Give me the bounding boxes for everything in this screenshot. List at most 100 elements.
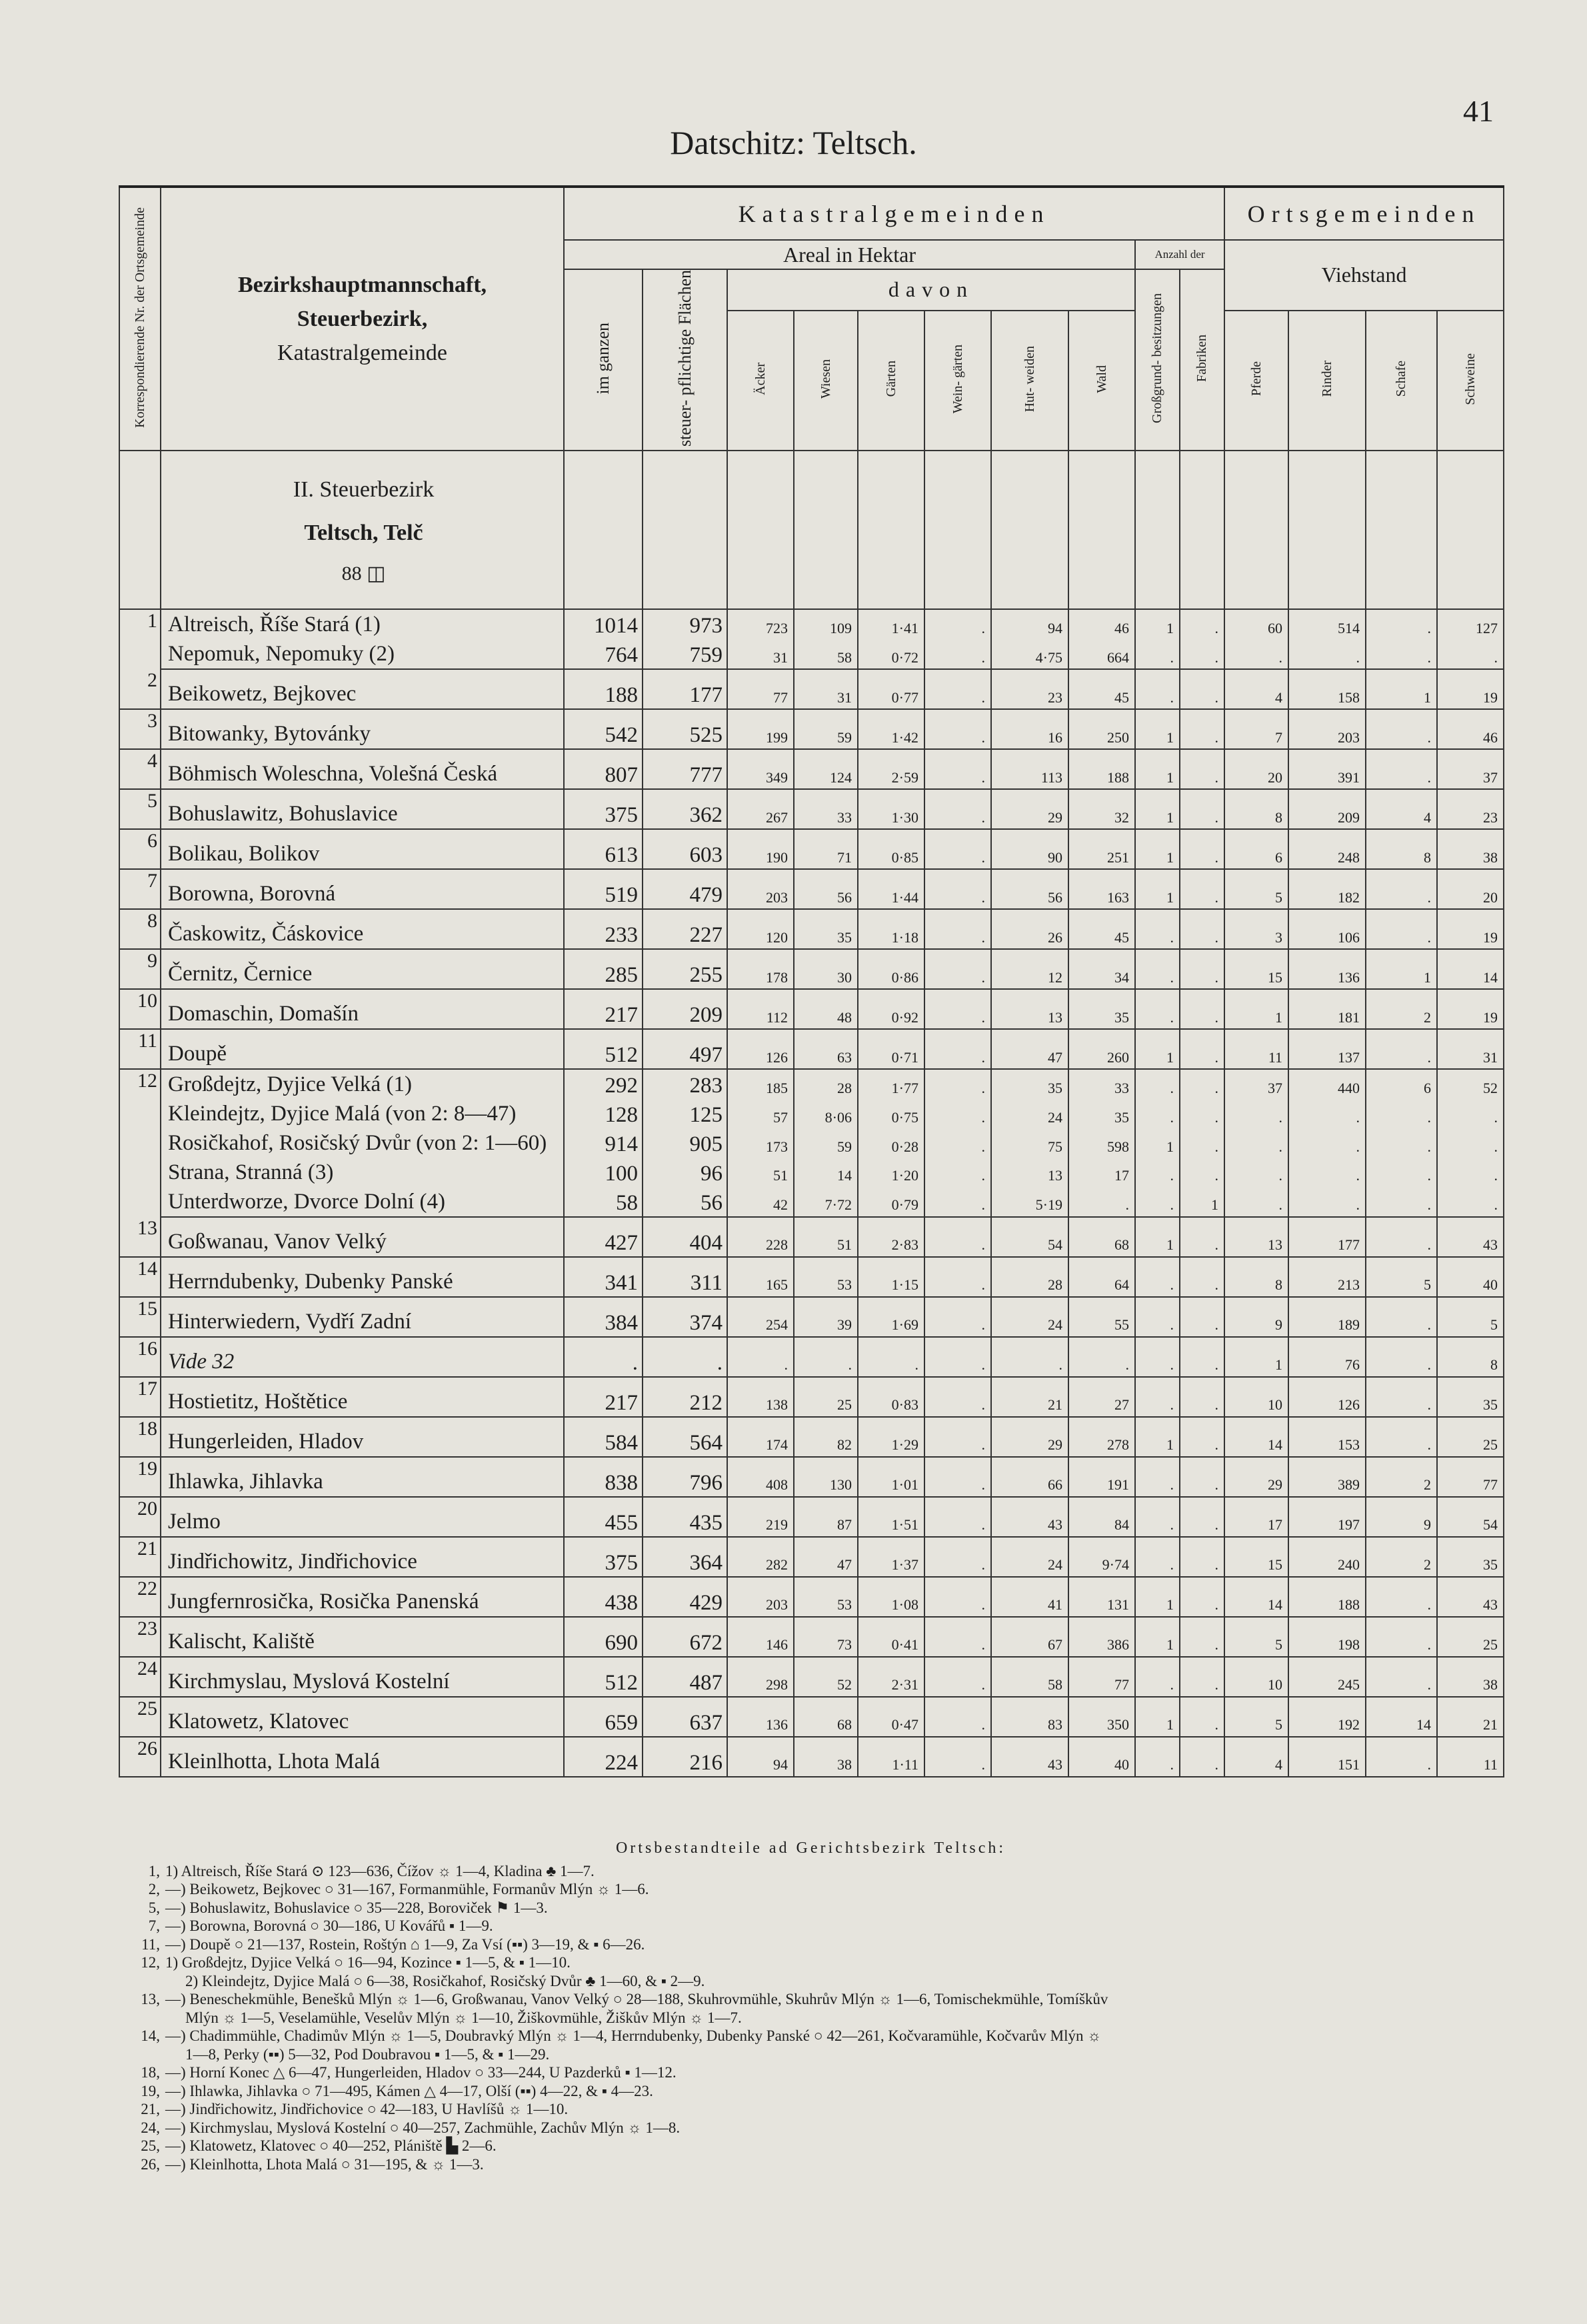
value-cell: 165 [727, 1256, 794, 1298]
header-cell: Pferde [1224, 309, 1290, 452]
value-cell: . [1134, 1336, 1180, 1378]
value-cell: 1 [1134, 1029, 1180, 1070]
footnote-text: —) Beikowetz, Bejkovec ○ 31—167, Formanm… [165, 1881, 649, 1897]
footnote-text: —) Kleinlhotta, Lhota Malá ○ 31—195, & ☼… [165, 2155, 484, 2173]
value-cell: 1·51 [857, 1496, 925, 1538]
value-cell: . [1224, 639, 1290, 670]
row-number: 24 [119, 1656, 161, 1698]
value-cell: 64 [1068, 1256, 1136, 1298]
header-text: Äcker [753, 363, 768, 395]
value-cell: 905 [642, 1128, 728, 1158]
header-cell: Bezirkshauptmannschaft, Steuerbezirk, Kata… [160, 185, 565, 452]
value-cell: 124 [793, 749, 858, 790]
place-name: Jungfernrosička, Rosička Panenská [160, 1576, 565, 1618]
value-cell: 126 [727, 1029, 794, 1070]
value-cell: 455 [563, 1496, 643, 1538]
table-row: 16 Vide 32.......... 1 76. 8 [119, 1336, 1505, 1378]
footnote-line: 26, —) Kleinlhotta, Lhota Malá ○ 31—195, … [119, 2155, 1503, 2174]
footnote-number: 11, [141, 1935, 160, 1953]
value-cell: 174 [727, 1416, 794, 1458]
value-cell: . [1178, 1456, 1226, 1498]
value-cell: 83 [990, 1696, 1069, 1738]
value-cell: 10 [1224, 1656, 1290, 1698]
place-name: Borowna, Borovná [160, 869, 565, 910]
value-cell: . [1365, 1376, 1438, 1418]
value-cell: . [1436, 1186, 1505, 1218]
footnote-line: 12, 1) Großdejtz, Dyjice Velká ○ 16—94, K… [119, 1953, 1503, 1972]
value-cell: 106 [1288, 909, 1367, 950]
value-cell: 0·86 [857, 949, 925, 990]
value-cell: 255 [642, 949, 728, 990]
statistics-table: Korrespondierende Nr. der Ortsgemeinde B… [119, 185, 1505, 1777]
header-cell: Wein- gärten [924, 309, 992, 452]
table-row: 7 Borowna, Borovná 519 479 203 56 1·44. 56 163 1.… [119, 869, 1505, 910]
value-cell: 57 [727, 1098, 794, 1128]
value-cell: 188 [563, 669, 643, 710]
value-cell: 37 [1224, 1069, 1290, 1099]
place-name: Jindřichowitz, Jindřichovice [160, 1536, 565, 1578]
value-cell: . [924, 1296, 992, 1338]
value-cell: . [1134, 639, 1180, 670]
header-cell: Hut- weiden [990, 309, 1069, 452]
value-cell: . [1178, 639, 1226, 670]
value-cell: 1·08 [857, 1576, 925, 1618]
value-cell: 1·69 [857, 1296, 925, 1338]
value-cell: . [1068, 1336, 1136, 1378]
value-cell: . [1178, 949, 1226, 990]
value-cell: . [1134, 949, 1180, 990]
value-cell: 914 [563, 1128, 643, 1158]
value-cell: 38 [793, 1736, 858, 1777]
footnote-line: Mlýn ☼ 1—5, Veselamühle, Veselův Mlýn ☼ … [119, 2009, 1503, 2027]
value-cell: 77 [727, 669, 794, 710]
table-row: 5 Bohuslawitz, Bohuslavice 375 362 267 33 1·30… [119, 789, 1505, 830]
header-text: Steuerbezirk, [297, 307, 428, 332]
value-cell: 178 [727, 949, 794, 990]
value-cell: 362 [642, 789, 728, 830]
value-cell: 7 [1224, 709, 1290, 750]
header-text: Pferde [1248, 361, 1264, 397]
footnote-text: 1) Altreisch, Říše Stará ⊙ 123—636, Čížo… [165, 1862, 595, 1879]
value-cell: 219 [727, 1496, 794, 1538]
value-cell: . [924, 1069, 992, 1099]
value-cell: 35 [1436, 1536, 1505, 1578]
value-cell: 1 [1224, 1336, 1290, 1378]
nr-cell [119, 451, 161, 610]
row-number: 23 [119, 1616, 161, 1658]
value-cell: . [1178, 1656, 1226, 1698]
value-cell: 52 [793, 1656, 858, 1698]
value-cell: . [1134, 1376, 1180, 1418]
value-cell: . [924, 749, 992, 790]
place-name: Hinterwiedern, Vydří Zadní [160, 1296, 565, 1338]
value-cell: 189 [1288, 1296, 1367, 1338]
value-cell: . [1134, 669, 1180, 710]
empty-cell [563, 451, 643, 610]
row-number: 25 [119, 1696, 161, 1738]
value-cell: 197 [1288, 1496, 1367, 1538]
value-cell: 52 [1436, 1069, 1505, 1099]
table-row: 2 Beikowetz, Bejkovec 188 177 77 31 0·77. 23 45.… [119, 669, 1505, 710]
table-row: 11 Doupě 512 497 126 63 0·71. 47 260 1. 11 137. 31 [119, 1029, 1505, 1070]
value-cell: . [727, 1336, 794, 1378]
row-number: 26 [119, 1736, 161, 1777]
value-cell: 40 [1068, 1736, 1136, 1777]
value-cell: . [1134, 1656, 1180, 1698]
value-cell: 216 [642, 1736, 728, 1777]
value-cell: 71 [793, 829, 858, 870]
value-cell: 77 [1436, 1456, 1505, 1498]
table-row: 3 Bitowanky, Bytovánky 542 525 199 59 1·42. 16 2… [119, 709, 1505, 750]
footnote-text: —) Beneschekmühle, Benešků Mlýn ☼ 1—6, G… [165, 1991, 1108, 2007]
preamble-text: 88 ◫ [341, 563, 386, 585]
value-cell: 1 [1134, 709, 1180, 750]
value-cell: 33 [1068, 1069, 1136, 1099]
value-cell: 1·11 [857, 1736, 925, 1777]
value-cell: . [1436, 1157, 1505, 1187]
footnote-number: 1, [148, 1862, 160, 1879]
footnotes-title: Ortsbestandteile ad Gerichtsbezirk Telts… [615, 1839, 1006, 1857]
footnote-text: —) Klatowetz, Klatovec ○ 40—252, Pláništ… [165, 2137, 497, 2154]
place-name: Böhmisch Woleschna, Volešná Česká [160, 749, 565, 790]
value-cell: . [1436, 639, 1505, 670]
value-cell: . [1178, 909, 1226, 950]
value-cell: 9 [1365, 1496, 1438, 1538]
value-cell: 5 [1365, 1256, 1438, 1298]
footnote-line: 18, —) Horní Konec △ 6—47, Hungerleiden, … [119, 2063, 1503, 2082]
